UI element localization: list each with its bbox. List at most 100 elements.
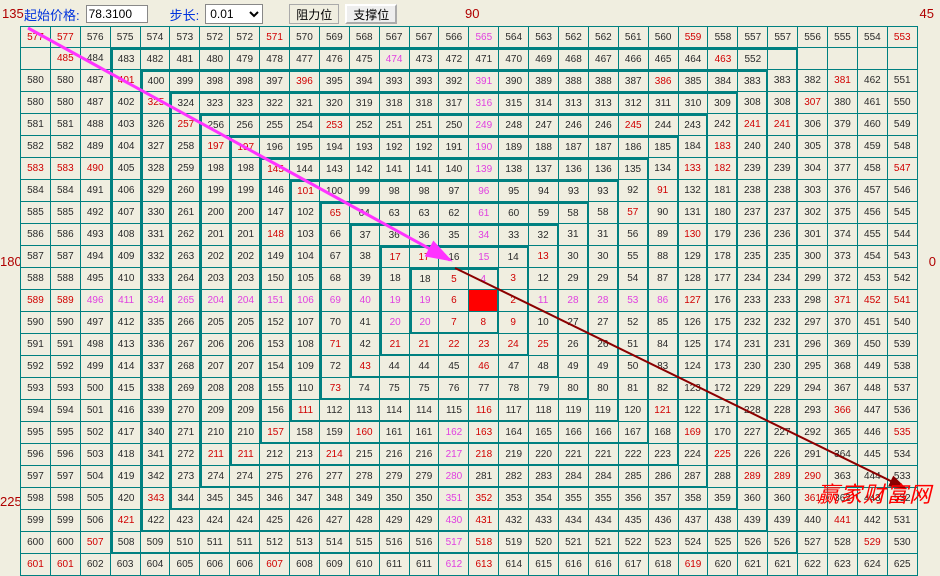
grid-cell: 293: [798, 400, 828, 422]
grid-cell: 597: [21, 466, 51, 488]
grid-cell: 618: [649, 554, 679, 576]
grid-cell: 125: [679, 334, 709, 356]
grid-cell: 47: [499, 356, 529, 378]
grid-cell: 563: [529, 26, 559, 48]
grid-cell: 231: [738, 334, 768, 356]
grid-cell: 544: [888, 224, 918, 246]
grid-cell: 151: [260, 290, 290, 312]
grid-cell: 200: [200, 202, 230, 224]
grid-cell: 106: [290, 290, 320, 312]
grid-cell: 472: [439, 48, 469, 70]
grid-cell: 462: [858, 70, 888, 92]
grid-cell: 480: [200, 48, 230, 70]
grid-cell: 591: [51, 334, 81, 356]
grid-cell: 158: [290, 422, 320, 444]
grid-cell: 418: [111, 444, 141, 466]
grid-cell: 355: [559, 488, 589, 510]
grid-cell: 237: [738, 202, 768, 224]
grid-cell: 193: [350, 136, 380, 158]
grid-cell: 298: [798, 290, 828, 312]
step-select[interactable]: 0.01: [205, 4, 263, 24]
grid-cell: 239: [768, 158, 798, 180]
grid-cell: 98: [380, 180, 410, 202]
grid-cell: 258: [170, 136, 200, 158]
grid-cell: 519: [499, 532, 529, 554]
grid-cell: 327: [141, 136, 171, 158]
grid-cell: 611: [410, 554, 440, 576]
grid-cell: 385: [679, 70, 709, 92]
grid-cell: 522: [619, 532, 649, 554]
grid-cell: 558: [708, 26, 738, 48]
grid-cell: 77: [469, 378, 499, 400]
grid-cell: 526: [738, 532, 768, 554]
grid-cell: 54: [619, 268, 649, 290]
grid-cell: 136: [589, 158, 619, 180]
grid-cell: 375: [828, 202, 858, 224]
grid-cell: 180: [708, 202, 738, 224]
grid-cell: 508: [111, 532, 141, 554]
grid-cell: 428: [350, 510, 380, 532]
grid-cell: 622: [798, 554, 828, 576]
grid-cell: 584: [51, 180, 81, 202]
grid-cell: 601: [51, 554, 81, 576]
grid-cell: 580: [51, 70, 81, 92]
grid-cell: 573: [170, 26, 200, 48]
grid-cell: 288: [708, 466, 738, 488]
grid-cell: 276: [290, 466, 320, 488]
grid-cell: 477: [290, 48, 320, 70]
grid-cell: 44: [380, 356, 410, 378]
grid-cell: 280: [439, 466, 469, 488]
grid-cell: 328: [141, 158, 171, 180]
grid-cell: 53: [619, 290, 649, 312]
grid-cell: 612: [439, 554, 469, 576]
grid-cell: 246: [589, 114, 619, 136]
grid-cell: 555: [828, 26, 858, 48]
grid-cell: 585: [51, 202, 81, 224]
grid-cell: 210: [200, 422, 230, 444]
grid-cell: 282: [499, 466, 529, 488]
grid-cell: 203: [230, 268, 260, 290]
grid-cell: 580: [21, 92, 51, 114]
grid-cell: 507: [81, 532, 111, 554]
grid-cell: 300: [798, 246, 828, 268]
grid-cell: 353: [499, 488, 529, 510]
support-button[interactable]: 支撑位: [345, 4, 397, 24]
grid-cell: 566: [439, 26, 469, 48]
grid-cell: 457: [858, 180, 888, 202]
grid-cell: 37: [350, 224, 380, 246]
grid-cell: 504: [81, 466, 111, 488]
grid-cell: 219: [499, 444, 529, 466]
grid-cell: 207: [200, 356, 230, 378]
grid-cell: 111: [290, 400, 320, 422]
grid-cell: [858, 48, 888, 70]
grid-cell: 57: [619, 202, 649, 224]
grid-cell: 141: [410, 158, 440, 180]
grid-cell: 30: [589, 246, 619, 268]
grid-cell: 274: [230, 466, 260, 488]
grid-cell: 416: [111, 400, 141, 422]
grid-cell: 56: [619, 224, 649, 246]
grid-cell: 373: [828, 246, 858, 268]
grid-cell: 160: [350, 422, 380, 444]
resistance-button[interactable]: 阻力位: [289, 4, 339, 24]
grid-cell: 7: [439, 312, 469, 334]
grid-cell: [768, 48, 798, 70]
grid-cell: 155: [260, 378, 290, 400]
grid-cell: 474: [380, 48, 410, 70]
grid-cell: 19: [380, 290, 410, 312]
grid-cell: 247: [529, 114, 559, 136]
grid-cell: 159: [320, 422, 350, 444]
grid-cell: 279: [410, 466, 440, 488]
grid-cell: 29: [589, 268, 619, 290]
grid-cell: 190: [469, 136, 499, 158]
grid-cell: 295: [798, 356, 828, 378]
grid-cell: 80: [559, 378, 589, 400]
grid-cell: 357: [649, 488, 679, 510]
grid-cell: 119: [589, 400, 619, 422]
grid-cell: 148: [260, 224, 290, 246]
grid-cell: 513: [290, 532, 320, 554]
grid-cell: 525: [708, 532, 738, 554]
grid-cell: 33: [499, 224, 529, 246]
grid-cell: 69: [320, 290, 350, 312]
start-price-input[interactable]: [86, 5, 148, 23]
